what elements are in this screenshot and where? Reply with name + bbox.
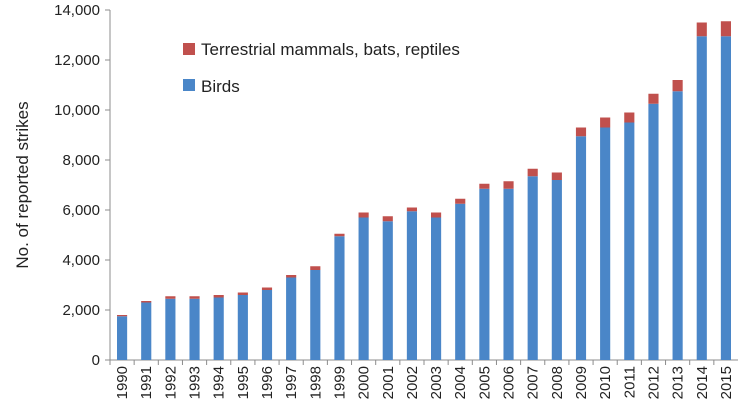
bar-birds-1994 — [213, 297, 224, 360]
x-axis: 1990 1991 1992 1993 1994 1995 1996 1997 1998 1999… — [109, 359, 738, 399]
bar-birds-2009 — [575, 136, 587, 360]
bar-mammals-1999 — [334, 233, 345, 237]
bar-birds-2001 — [382, 221, 393, 360]
bar-birds-2008 — [551, 180, 562, 360]
x-tick-label: 2000 — [356, 366, 373, 399]
bar-birds-1999 — [334, 236, 345, 360]
bar-birds-2007 — [527, 176, 538, 360]
bar-birds-2011 — [624, 122, 635, 360]
legend-label-birds: Birds — [201, 77, 240, 96]
bar-birds-2006 — [503, 188, 514, 360]
x-tick-label: 2005 — [476, 366, 493, 399]
y-tick-label: 12,000 — [54, 52, 100, 69]
bar-birds-2014 — [696, 36, 707, 360]
bar-mammals-2005 — [479, 183, 490, 189]
bar-mammals-2001 — [382, 216, 393, 222]
x-tick-label: 2008 — [549, 366, 566, 399]
x-tick-label: 1991 — [138, 366, 155, 399]
bar-birds-1996 — [261, 290, 273, 360]
bar-birds-1995 — [237, 295, 248, 360]
bar-mammals-1993 — [189, 296, 200, 299]
bar-birds-1992 — [165, 298, 176, 360]
y-axis: 0 2,000 4,000 6,000 8,000 10,000 12,000 14,000 — [54, 2, 111, 369]
y-tick-label: 6,000 — [62, 202, 100, 219]
bar-mammals-1997 — [286, 275, 297, 278]
x-tick-label: 2014 — [694, 366, 711, 399]
bar-mammals-2004 — [455, 198, 466, 204]
bar-birds-1990 — [117, 316, 128, 360]
x-tick-label: 1992 — [162, 366, 179, 399]
bar-birds-2012 — [648, 103, 659, 360]
bar-birds-2002 — [406, 211, 417, 360]
x-tick-label: 1990 — [114, 366, 131, 399]
x-tick-label: 2004 — [452, 366, 469, 399]
bar-birds-2015 — [720, 36, 731, 360]
x-tick-label: 2009 — [573, 366, 590, 399]
bar-mammals-1996 — [261, 287, 273, 290]
bar-birds-2010 — [600, 127, 611, 360]
bar-mammals-2006 — [503, 181, 514, 189]
x-tick-label: 2003 — [428, 366, 445, 399]
x-tick-label: 2012 — [645, 366, 662, 399]
x-tick-label: 2006 — [501, 366, 518, 399]
x-tick-label: 1997 — [283, 366, 300, 399]
bar-mammals-1994 — [213, 295, 224, 298]
bar-mammals-1990 — [117, 315, 128, 317]
bar-mammals-2015 — [720, 21, 731, 37]
y-tick-label: 0 — [92, 352, 100, 369]
bar-birds-2013 — [672, 91, 683, 360]
bar-birds-2005 — [479, 188, 490, 360]
bar-mammals-2014 — [696, 22, 707, 37]
bar-birds-2000 — [358, 217, 369, 360]
bar-birds-2003 — [431, 217, 442, 360]
bar-birds-1993 — [189, 298, 200, 360]
bar-mammals-2010 — [600, 117, 611, 128]
x-tick-label: 2011 — [621, 366, 638, 398]
x-tick-label: 1998 — [307, 366, 324, 399]
x-tick-label: 1996 — [259, 366, 276, 399]
legend: Terrestrial mammals, bats, reptiles Bird… — [183, 40, 460, 96]
bar-mammals-2011 — [624, 112, 635, 123]
x-tick-label: 1995 — [235, 366, 252, 399]
bar-mammals-2002 — [406, 207, 417, 212]
y-tick-label: 8,000 — [62, 152, 100, 169]
x-tick-label: 2010 — [597, 366, 614, 399]
bar-birds-2004 — [455, 203, 466, 360]
bar-birds-1991 — [141, 302, 152, 360]
x-tick-label: 2002 — [404, 366, 421, 399]
y-tick-label: 14,000 — [54, 2, 100, 19]
bar-mammals-2003 — [431, 212, 442, 218]
legend-swatch-mammals — [183, 43, 195, 55]
bar-mammals-2012 — [648, 93, 659, 104]
x-tick-label: 1994 — [211, 366, 228, 399]
x-tick-label: 1993 — [187, 366, 204, 399]
bar-mammals-2009 — [575, 127, 587, 137]
y-axis-label: No. of reported strikes — [13, 101, 32, 268]
legend-swatch-birds — [183, 79, 195, 91]
bar-birds-1997 — [286, 277, 297, 360]
x-tick-label: 2001 — [380, 366, 397, 399]
bar-mammals-2013 — [672, 80, 683, 92]
x-tick-label: 2013 — [670, 366, 687, 399]
legend-label-mammals: Terrestrial mammals, bats, reptiles — [201, 40, 460, 59]
y-tick-label: 4,000 — [62, 252, 100, 269]
bar-mammals-1991 — [141, 301, 152, 303]
x-tick-label: 1999 — [331, 366, 348, 399]
bar-mammals-2007 — [527, 168, 538, 177]
bar-mammals-2008 — [551, 172, 562, 180]
y-tick-label: 10,000 — [54, 102, 100, 119]
x-tick-label: 2015 — [718, 366, 735, 399]
bar-birds-1998 — [310, 270, 321, 360]
bars — [117, 21, 731, 360]
bar-mammals-1998 — [310, 266, 321, 270]
x-tick-label: 2007 — [525, 366, 542, 399]
bar-mammals-2000 — [358, 212, 369, 218]
bar-mammals-1992 — [165, 296, 176, 299]
y-tick-label: 2,000 — [62, 302, 100, 319]
bar-mammals-1995 — [237, 292, 248, 295]
